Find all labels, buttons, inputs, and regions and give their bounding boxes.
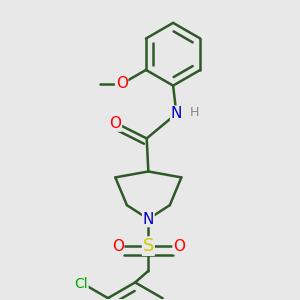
- Text: Cl: Cl: [74, 277, 88, 291]
- Text: N: N: [171, 106, 182, 121]
- Text: O: O: [112, 238, 124, 253]
- Text: N: N: [143, 212, 154, 226]
- Text: O: O: [109, 116, 121, 131]
- Text: O: O: [173, 238, 185, 253]
- Text: H: H: [190, 106, 199, 118]
- Text: S: S: [143, 237, 154, 255]
- Text: O: O: [116, 76, 128, 92]
